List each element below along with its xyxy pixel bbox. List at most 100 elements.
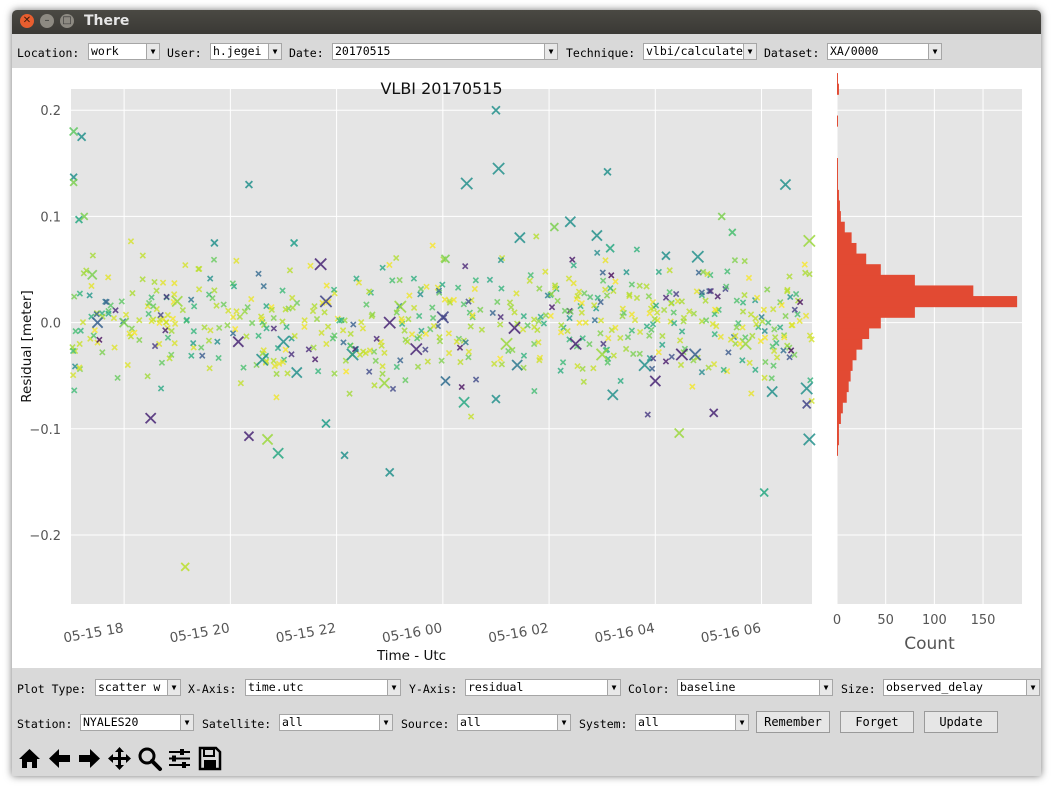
y-tick-label: 0.0 — [40, 317, 61, 332]
x-axis-label: X-Axis: — [188, 682, 237, 696]
scatter-point — [711, 331, 718, 338]
close-button[interactable]: ✕ — [20, 14, 34, 28]
scatter-point — [705, 364, 712, 371]
scatter-point — [530, 340, 538, 348]
scatter-point — [735, 319, 742, 327]
scatter-point — [93, 311, 100, 318]
technique-value: vlbi/calculate — [646, 44, 743, 58]
scatter-point — [478, 326, 486, 333]
scatter-point — [666, 267, 673, 274]
scatter-point — [666, 288, 673, 296]
histogram-bar — [837, 317, 881, 329]
scatter-point — [429, 314, 437, 322]
pan-button[interactable] — [105, 744, 134, 773]
zoom-button[interactable] — [135, 744, 164, 773]
plot-type-select[interactable]: scatter w ▼ — [95, 679, 181, 696]
scatter-point — [422, 330, 430, 337]
scatter-point — [780, 332, 788, 339]
scatter-point — [765, 319, 772, 326]
scatter-point — [747, 311, 755, 318]
scatter-point — [164, 334, 172, 341]
user-select[interactable]: h.jegei ▼ — [210, 43, 282, 60]
scatter-point — [429, 304, 436, 311]
pan-icon — [108, 747, 131, 770]
scatter-point — [619, 313, 626, 320]
scatter-point — [458, 383, 465, 391]
scatter-point — [77, 327, 84, 334]
scatter-point — [649, 321, 657, 328]
scatter-point — [79, 319, 87, 326]
scatter-point — [440, 254, 451, 264]
save-button[interactable] — [195, 744, 224, 773]
scatter-point — [636, 350, 643, 357]
scatter-point — [244, 180, 254, 189]
scatter-point — [144, 412, 157, 424]
scatter-point — [289, 294, 296, 302]
scatter-point — [157, 385, 165, 392]
scatter-point — [786, 273, 793, 280]
scatter-point — [745, 274, 753, 282]
histogram-bar — [837, 381, 849, 393]
remember-button[interactable]: Remember — [756, 711, 830, 733]
scatter-point — [802, 399, 812, 409]
scatter-point — [770, 347, 778, 355]
scatter-point — [513, 320, 521, 327]
size-select[interactable]: observed_delay ▼ — [883, 679, 1040, 696]
color-select[interactable]: baseline ▼ — [677, 679, 833, 696]
scatter-point — [74, 215, 84, 224]
satellite-select[interactable]: all ▼ — [279, 714, 393, 731]
scatter-point — [535, 339, 542, 346]
scatter-point — [675, 348, 689, 361]
location-select[interactable]: work ▼ — [88, 43, 160, 60]
scatter-point — [770, 362, 777, 369]
dataset-select[interactable]: XA/0000 ▼ — [827, 43, 942, 60]
minimize-button[interactable]: – — [40, 14, 54, 28]
hist-x-tick-label: 100 — [922, 613, 947, 628]
scatter-point — [205, 291, 213, 298]
scatter-point — [409, 342, 423, 356]
scatter-point — [652, 302, 660, 309]
scatter-point — [733, 324, 740, 331]
scatter-point — [397, 357, 404, 364]
scatter-point — [270, 314, 277, 322]
technique-select[interactable]: vlbi/calculate ▼ — [643, 43, 757, 60]
hist-x-tick-label: 150 — [971, 613, 996, 628]
histogram-bar — [837, 189, 839, 201]
scatter-point — [88, 282, 95, 290]
scatter-point — [386, 261, 393, 269]
x-axis-select[interactable]: time.utc ▼ — [245, 679, 401, 696]
update-button[interactable]: Update — [924, 711, 998, 733]
back-button[interactable] — [45, 744, 74, 773]
scatter-point — [602, 257, 609, 264]
home-button[interactable] — [15, 744, 44, 773]
scatter-point — [383, 316, 396, 329]
scatter-point — [153, 287, 160, 294]
scatter-point — [659, 341, 666, 348]
scatter-point — [190, 327, 197, 335]
forward-button[interactable] — [75, 744, 104, 773]
scatter-point — [645, 293, 653, 300]
scatter-point — [353, 275, 360, 282]
location-value: work — [91, 44, 119, 58]
source-select[interactable]: all ▼ — [457, 714, 571, 731]
date-select[interactable]: 20170515 ▼ — [332, 43, 558, 60]
scatter-point — [422, 346, 429, 353]
y-axis-select[interactable]: residual ▼ — [465, 679, 621, 696]
configure-subplots-button[interactable] — [165, 744, 194, 773]
station-select[interactable]: NYALES20 ▼ — [80, 714, 194, 731]
system-select[interactable]: all ▼ — [635, 714, 749, 731]
scatter-point — [661, 251, 671, 261]
scatter-point — [580, 378, 587, 385]
histogram-bar — [837, 402, 843, 414]
scatter-point — [497, 355, 504, 362]
forget-button[interactable]: Forget — [840, 711, 914, 733]
scatter-point — [389, 385, 397, 393]
filter-controls-row: Station: NYALES20 ▼ Satellite: all ▼ Sourc… — [12, 711, 1041, 737]
plot-canvas[interactable]: VLBI 20170515 0.2 0.1 0.0 −0.1 −0.2 05-15 18 05… — [12, 68, 1041, 668]
scatter-point — [404, 338, 411, 345]
scatter-point — [603, 292, 611, 299]
histogram-bar — [837, 221, 845, 233]
scatter-point — [220, 301, 227, 308]
maximize-button[interactable]: □ — [60, 14, 74, 28]
